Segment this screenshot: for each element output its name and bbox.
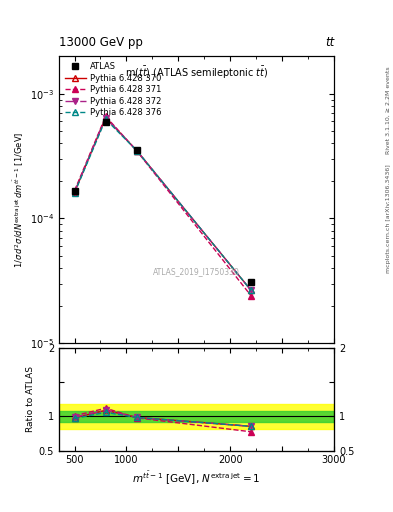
Text: ATLAS_2019_I1750330: ATLAS_2019_I1750330 <box>153 267 240 276</box>
Text: Rivet 3.1.10, ≥ 2.2M events: Rivet 3.1.10, ≥ 2.2M events <box>386 67 391 154</box>
Bar <box>59 404 334 429</box>
X-axis label: $m^{t\bar{t}-1}$ [GeV], $N^{\rm extra\,jet} = 1$: $m^{t\bar{t}-1}$ [GeV], $N^{\rm extra\,j… <box>132 470 261 487</box>
Bar <box>59 411 334 422</box>
Y-axis label: $1/\sigma\,d^2\sigma/dN^{\rm extra\,jet}\,dm^{t\bar{t}-1}$ [1/GeV]: $1/\sigma\,d^2\sigma/dN^{\rm extra\,jet}… <box>11 132 26 268</box>
Text: m($t\bar{t}$) (ATLAS semileptonic $t\bar{t}$): m($t\bar{t}$) (ATLAS semileptonic $t\bar… <box>125 65 268 81</box>
Legend: ATLAS, Pythia 6.428 370, Pythia 6.428 371, Pythia 6.428 372, Pythia 6.428 376: ATLAS, Pythia 6.428 370, Pythia 6.428 37… <box>61 59 165 120</box>
Text: tt: tt <box>325 36 334 49</box>
Y-axis label: Ratio to ATLAS: Ratio to ATLAS <box>26 367 35 432</box>
Text: 13000 GeV pp: 13000 GeV pp <box>59 36 143 49</box>
Text: mcplots.cern.ch [arXiv:1306.3436]: mcplots.cern.ch [arXiv:1306.3436] <box>386 164 391 272</box>
